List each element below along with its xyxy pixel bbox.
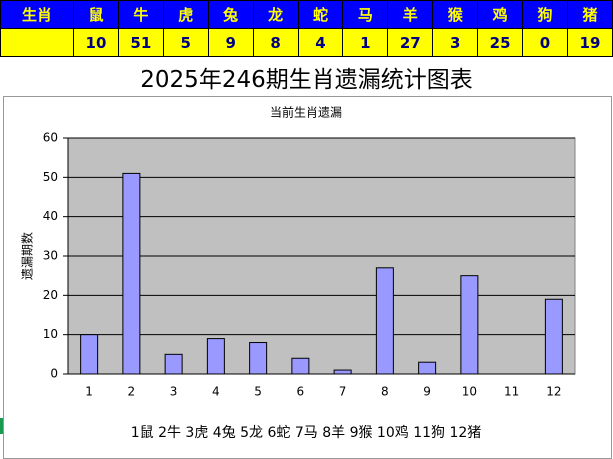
value-cell: 19 [566,28,613,57]
bar [164,353,183,375]
bar [375,267,394,375]
header-row: 生肖鼠牛虎兔龙蛇马羊猴鸡狗猪 [0,0,613,29]
bar [206,338,225,375]
value-cell: 0 [522,28,568,57]
value-cell: 4 [297,28,344,57]
header-cell: 虎 [162,0,209,29]
x-tick-label: 10 [462,385,477,399]
header-cell: 羊 [387,0,434,29]
x-tick-label: 7 [339,385,347,399]
chart-title: 当前生肖遗漏 [270,105,342,120]
bar [418,361,437,375]
y-tick-label: 0 [50,367,58,381]
y-tick-label: 20 [43,288,58,302]
empty-cell [0,28,74,57]
header-cell: 蛇 [297,0,344,29]
bar [249,342,268,375]
bar [333,369,352,375]
chart: 当前生肖遗漏 遗漏期数 1鼠 2牛 3虎 4兔 5龙 6蛇 7马 8羊 9猴 1… [0,96,612,459]
bar [122,172,141,375]
y-tick-label: 60 [43,131,58,145]
y-tick-label: 50 [43,170,58,184]
header-cell: 马 [342,0,389,29]
bar [460,275,479,375]
x-tick-label: 4 [212,385,220,399]
value-row: 10 51 5 9 8 4 1 27 3 25 0 19 [0,28,613,57]
y-tick-label: 10 [43,327,58,341]
header-cell: 鼠 [73,0,119,29]
bar [544,298,563,375]
value-cell: 51 [117,28,164,57]
x-tick-label: 5 [254,385,262,399]
page-title: 2025年246期生肖遗漏统计图表 [140,67,473,93]
value-cell: 9 [207,28,254,57]
header-cell: 龙 [252,0,299,29]
header-cell: 兔 [207,0,254,29]
value-cell: 10 [73,28,119,57]
x-tick-label: 11 [504,385,519,399]
value-cell: 3 [432,28,479,57]
value-cell: 27 [387,28,434,57]
value-cell: 25 [477,28,524,57]
value-cell: 5 [162,28,209,57]
value-cell: 1 [342,28,389,57]
y-axis-label: 遗漏期数 [20,232,35,280]
bar [291,357,310,375]
side-marker [0,418,3,434]
legend-text: 1鼠 2牛 3虎 4兔 5龙 6蛇 7马 8羊 9猴 10鸡 11狗 12猪 [131,424,482,441]
header-cell: 牛 [117,0,164,29]
x-tick-label: 1 [85,385,93,399]
x-tick-label: 6 [297,385,305,399]
header-cell: 狗 [522,0,568,29]
header-cell: 猪 [566,0,613,29]
x-tick-label: 8 [381,385,389,399]
x-tick-label: 12 [546,385,561,399]
header-cell: 生肖 [0,0,74,29]
x-tick-label: 3 [170,385,178,399]
header-cell: 猴 [432,0,479,29]
stats-table: 生肖鼠牛虎兔龙蛇马羊猴鸡狗猪 10 51 5 9 8 4 1 27 3 25 0 19 [0,0,613,57]
value-cell: 8 [252,28,299,57]
bar [80,334,99,375]
header-cell: 鸡 [477,0,524,29]
y-tick-label: 40 [43,209,58,223]
y-tick-label: 30 [43,249,58,263]
x-tick-label: 9 [423,385,431,399]
x-tick-label: 2 [128,385,136,399]
